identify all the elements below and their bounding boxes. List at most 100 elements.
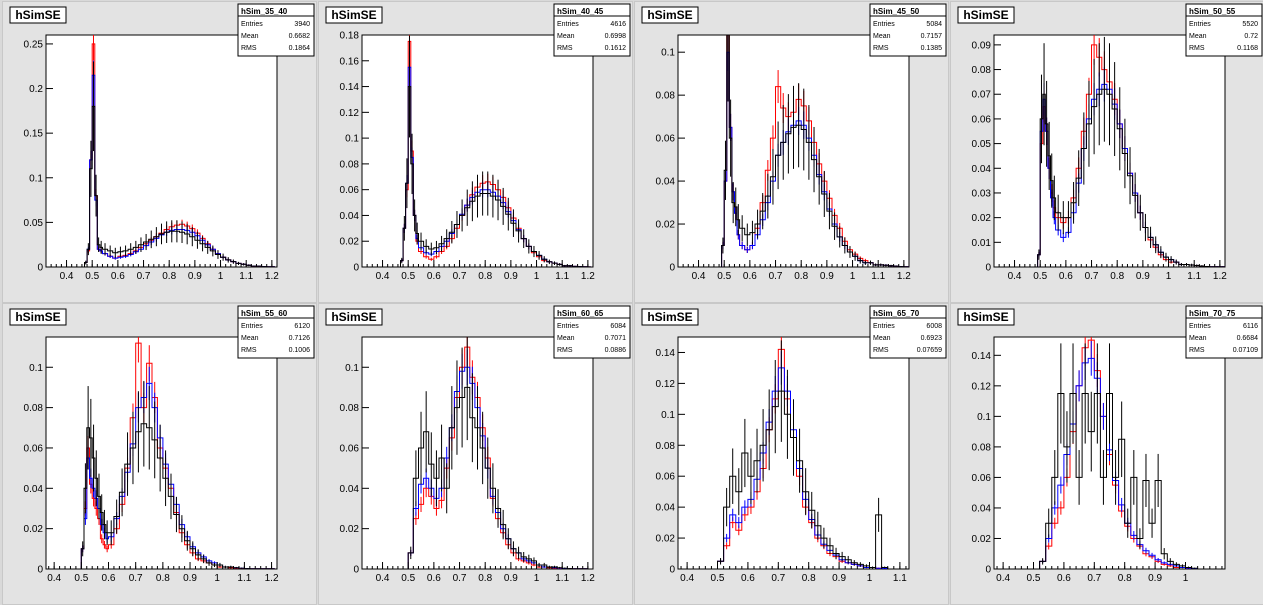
x-tick-label: 0.5	[85, 271, 99, 282]
x-tick-label: 1	[867, 573, 873, 584]
y-tick-label: 0.12	[972, 381, 992, 392]
stats-box	[869, 305, 947, 359]
x-tick-label: 0.7	[137, 271, 151, 282]
y-tick-label: 0.02	[656, 220, 676, 231]
stats-box	[237, 3, 315, 57]
stats-label: RMS	[241, 347, 257, 354]
x-tick-label: 1	[850, 271, 856, 282]
y-tick-label: 0.05	[24, 218, 44, 229]
stats-value: 0.6998	[605, 33, 627, 40]
x-tick-label: 0.9	[504, 573, 518, 584]
stats-name: hSim_65_70	[873, 309, 920, 318]
stats-label: Entries	[1189, 323, 1211, 330]
stats-name: hSim_45_50	[873, 7, 920, 16]
y-tick-label: 0.06	[24, 443, 44, 454]
stats-label: Mean	[1189, 33, 1207, 40]
y-tick-label: 0.02	[340, 524, 360, 535]
y-zero-label: 0	[37, 565, 43, 576]
stats-label: RMS	[873, 45, 889, 52]
y-tick-label: 0.1	[345, 134, 359, 145]
x-tick-label: 1.2	[265, 573, 279, 584]
stats-name: hSim_35_40	[241, 7, 288, 16]
y-zero-label: 0	[353, 565, 359, 576]
stats-box	[1185, 305, 1263, 359]
title-box	[957, 6, 1015, 24]
y-tick-label: 0.15	[24, 129, 44, 140]
y-tick-label: 0.16	[340, 56, 360, 67]
y-tick-label: 0.01	[972, 238, 992, 249]
y-tick-label: 0.08	[340, 159, 360, 170]
x-tick-label: 0.5	[1027, 573, 1041, 584]
x-tick-label: 0.8	[478, 271, 492, 282]
stats-value: 0.6682	[289, 33, 311, 40]
x-tick-label: 0.9	[832, 573, 846, 584]
y-tick-label: 0.08	[340, 403, 360, 414]
y-tick-label: 0.06	[972, 473, 992, 484]
stats-label: RMS	[873, 347, 889, 354]
y-tick-label: 0.14	[656, 348, 676, 359]
y-tick-label: 0.1	[977, 412, 991, 423]
x-tick-label: 0.8	[1110, 271, 1124, 282]
histogram-title: hSimSE	[331, 310, 376, 324]
y-tick-label: 0.09	[972, 40, 992, 51]
y-tick-label: 0.04	[972, 503, 992, 514]
stats-label: Mean	[873, 33, 891, 40]
y-tick-label: 0.08	[972, 442, 992, 453]
y-tick-label: 0.07	[972, 90, 992, 101]
histogram-svg: 0.4 0.5 0.6 0.7 0.8 0.9 1 1.1 1.2 0.02 0.04 0.06 0.0…	[2, 303, 317, 605]
stats-value: 0.7071	[605, 335, 627, 342]
x-tick-label: 0.5	[401, 573, 415, 584]
y-tick-label: 0.08	[656, 91, 676, 102]
x-tick-label: 0.7	[129, 573, 143, 584]
y-tick-label: 0.04	[656, 177, 676, 188]
histogram-svg: 0.4 0.5 0.6 0.7 0.8 0.9 1 1.1 1.2 0.02 0.04 0.06 0.0…	[318, 1, 633, 303]
x-tick-label: 0.8	[162, 271, 176, 282]
y-zero-label: 0	[669, 263, 675, 274]
stats-value: 6120	[294, 323, 310, 330]
histogram-pad: 0.4 0.5 0.6 0.7 0.8 0.9 1 1.1 1.2 0.02 0.04 0.06 0.0…	[634, 1, 949, 303]
x-tick-label: 0.9	[188, 271, 202, 282]
stats-label: Entries	[873, 323, 895, 330]
x-tick-label: 0.9	[1136, 271, 1150, 282]
histogram-pad: 0.4 0.5 0.6 0.7 0.8 0.9 1 1.1 1.2 0.02 0.04 0.06 0.0…	[2, 303, 317, 605]
x-tick-label: 0.6	[427, 271, 441, 282]
stats-value: 0.07659	[917, 347, 942, 354]
x-tick-label: 0.9	[820, 271, 834, 282]
x-tick-label: 0.6	[102, 573, 116, 584]
y-tick-label: 0.1	[661, 48, 675, 59]
x-tick-label: 1.1	[1187, 271, 1201, 282]
x-tick-label: 1	[534, 573, 540, 584]
stats-value: 0.1864	[289, 45, 311, 52]
stats-label: Mean	[1189, 335, 1207, 342]
x-tick-label: 0.5	[401, 271, 415, 282]
x-tick-label: 0.7	[769, 271, 783, 282]
stats-name: hSim_50_55	[1189, 7, 1236, 16]
stats-label: Mean	[557, 33, 575, 40]
x-tick-label: 0.5	[1033, 271, 1047, 282]
y-tick-label: 0.1	[345, 363, 359, 374]
x-tick-label: 0.5	[711, 573, 725, 584]
histogram-svg: 0.4 0.5 0.6 0.7 0.8 0.9 1 1.1 1.2 0.05 0.1 0.15 0.2 0…	[2, 1, 317, 303]
stats-box	[869, 3, 947, 57]
histogram-title: hSimSE	[963, 310, 1008, 324]
y-tick-label: 0.04	[656, 503, 676, 514]
stats-value: 0.7157	[921, 33, 943, 40]
histogram-svg: 0.4 0.5 0.6 0.7 0.8 0.9 1 1.1 1.2 0.02 0.04 0.06 0.0…	[318, 303, 633, 605]
x-tick-label: 0.9	[504, 271, 518, 282]
x-tick-label: 0.4	[376, 271, 390, 282]
y-tick-label: 0.14	[972, 351, 992, 362]
y-tick-label: 0.02	[656, 534, 676, 545]
x-tick-label: 1.2	[581, 271, 595, 282]
x-tick-label: 1.2	[265, 271, 279, 282]
x-tick-label: 0.7	[771, 573, 785, 584]
x-tick-label: 1	[534, 271, 540, 282]
histogram-title: hSimSE	[963, 8, 1008, 22]
stats-label: Entries	[557, 323, 579, 330]
x-tick-label: 0.8	[802, 573, 816, 584]
stats-name: hSim_40_45	[557, 7, 604, 16]
stats-value: 0.6684	[1237, 335, 1259, 342]
x-tick-label: 1.2	[897, 271, 911, 282]
x-tick-label: 0.6	[741, 573, 755, 584]
x-tick-label: 0.4	[996, 573, 1010, 584]
stats-label: RMS	[557, 45, 573, 52]
